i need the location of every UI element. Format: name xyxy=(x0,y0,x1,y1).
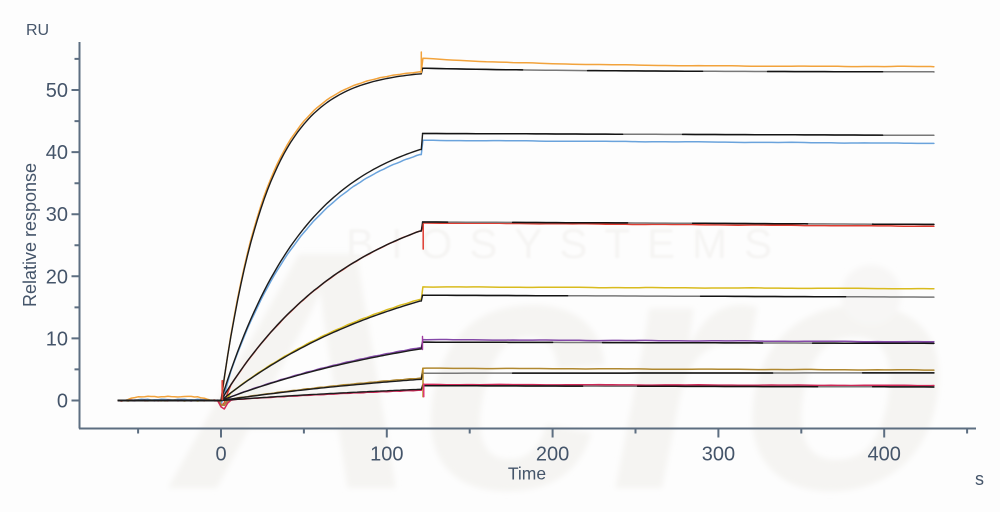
svg-text:20: 20 xyxy=(46,266,68,288)
svg-text:300: 300 xyxy=(702,444,735,466)
svg-text:BIOSYSTEMS: BIOSYSTEMS xyxy=(346,220,789,267)
svg-text:50: 50 xyxy=(46,80,68,102)
svg-text:200: 200 xyxy=(536,444,569,466)
svg-text:Acro: Acro xyxy=(164,181,949,507)
svg-text:0: 0 xyxy=(215,444,226,466)
svg-text:400: 400 xyxy=(868,444,901,466)
svg-text:s: s xyxy=(975,469,984,489)
svg-text:Relative response: Relative response xyxy=(20,163,40,307)
svg-text:RU: RU xyxy=(26,22,49,39)
svg-text:0: 0 xyxy=(57,391,68,413)
svg-text:10: 10 xyxy=(46,328,68,350)
svg-text:Time: Time xyxy=(508,464,546,484)
svg-text:30: 30 xyxy=(46,204,68,226)
svg-text:100: 100 xyxy=(370,444,403,466)
svg-text:40: 40 xyxy=(46,142,68,164)
